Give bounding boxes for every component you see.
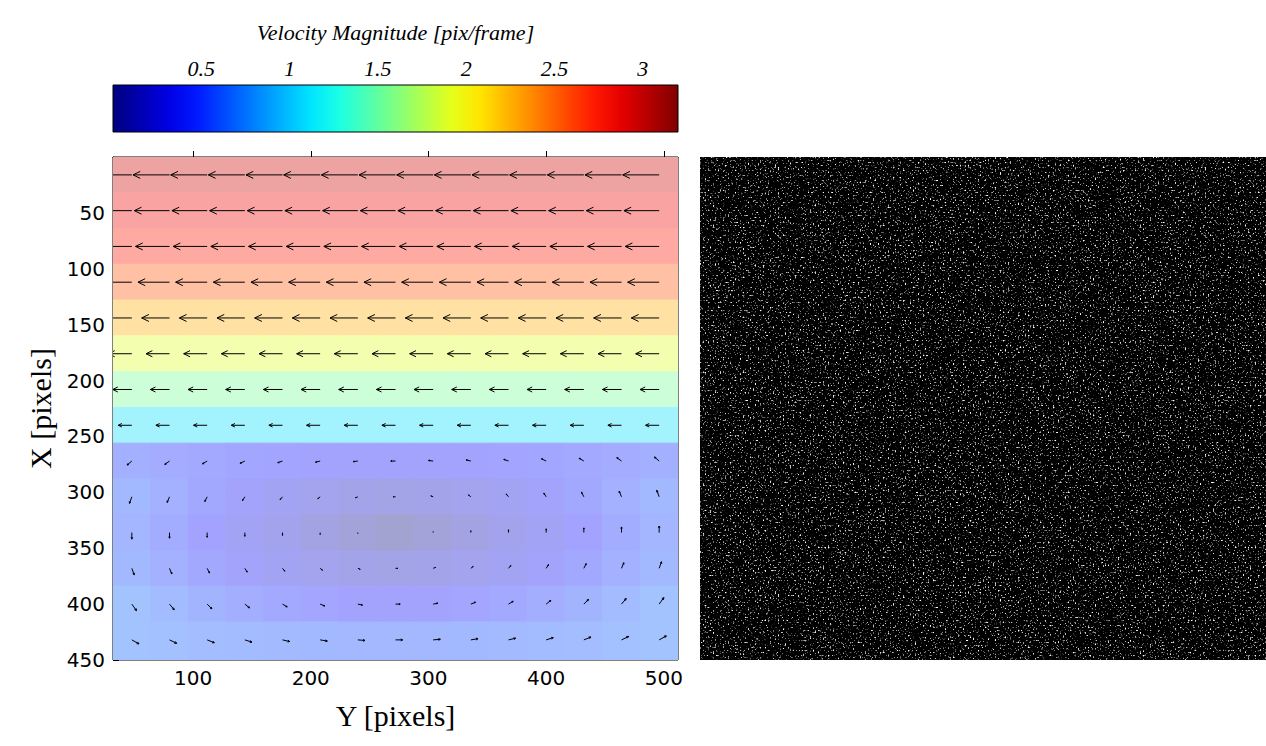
svg-text:100: 100 bbox=[67, 257, 105, 281]
svg-text:Velocity Magnitude [pix/frame]: Velocity Magnitude [pix/frame] bbox=[257, 20, 534, 45]
svg-text:100: 100 bbox=[174, 666, 212, 690]
svg-text:450: 450 bbox=[67, 648, 105, 672]
svg-text:300: 300 bbox=[409, 666, 447, 690]
svg-text:X [pixels]: X [pixels] bbox=[24, 348, 57, 469]
svg-text:350: 350 bbox=[67, 536, 105, 560]
svg-text:2: 2 bbox=[461, 56, 472, 81]
svg-text:50: 50 bbox=[80, 201, 105, 225]
svg-text:200: 200 bbox=[292, 666, 330, 690]
svg-text:2.5: 2.5 bbox=[541, 56, 569, 81]
svg-text:200: 200 bbox=[67, 369, 105, 393]
svg-text:3: 3 bbox=[636, 56, 648, 81]
svg-text:500: 500 bbox=[645, 666, 683, 690]
svg-text:Y [pixels]: Y [pixels] bbox=[336, 699, 456, 732]
svg-text:1.5: 1.5 bbox=[364, 56, 392, 81]
svg-text:1: 1 bbox=[284, 56, 295, 81]
svg-text:400: 400 bbox=[527, 666, 565, 690]
svg-text:300: 300 bbox=[67, 480, 105, 504]
svg-text:150: 150 bbox=[67, 313, 105, 337]
svg-text:400: 400 bbox=[67, 592, 105, 616]
svg-text:250: 250 bbox=[67, 424, 105, 448]
svg-text:0.5: 0.5 bbox=[188, 56, 216, 81]
